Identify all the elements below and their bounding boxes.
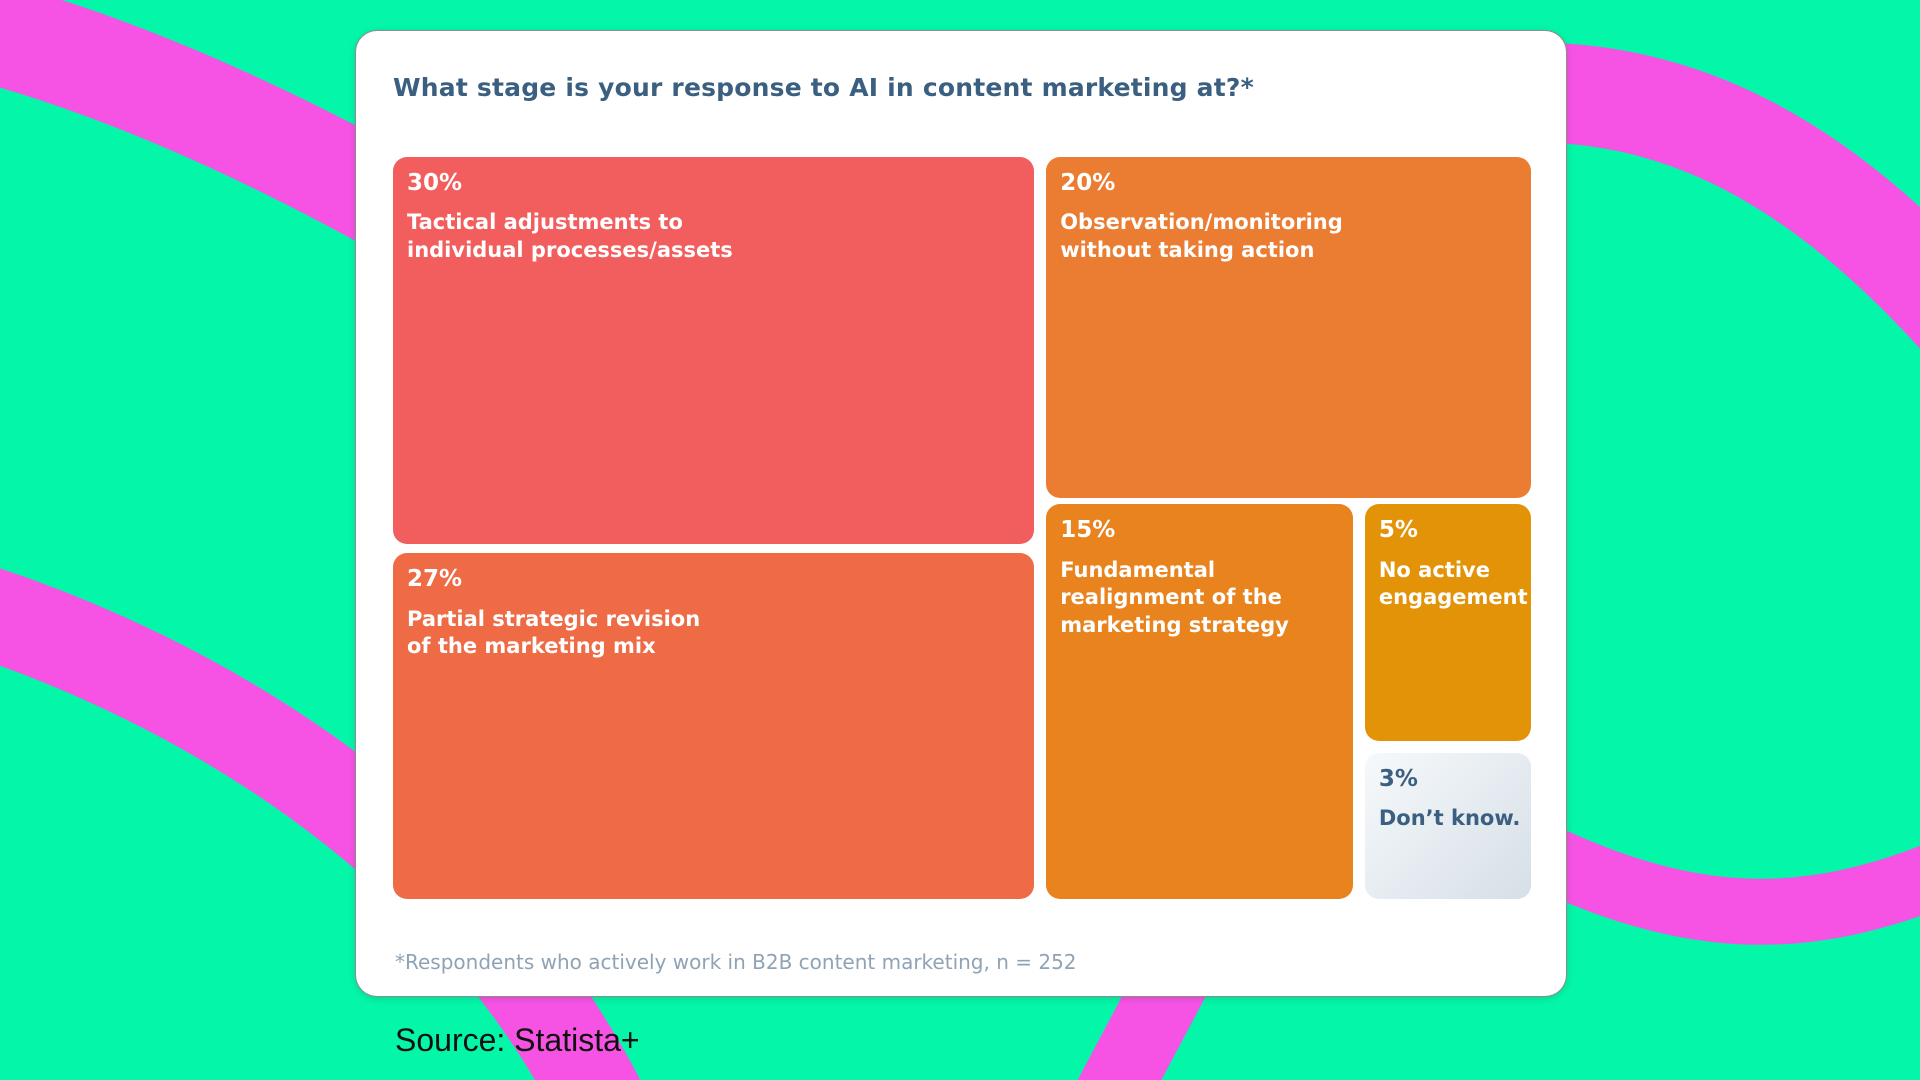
pink-ribbon-bottom-right <box>1505 815 1920 945</box>
node-label: Partial strategic revision of the marketi… <box>407 606 701 659</box>
node-value: 30% <box>407 170 463 196</box>
node-label: Observation/monitoring without taking act… <box>1060 210 1343 263</box>
node-label: Tactical adjustments to individual proces… <box>407 210 733 263</box>
treemap-node-3: 3% Don’t know. <box>1364 752 1531 899</box>
node-value: 3% <box>1378 765 1418 792</box>
treemap-node-15: 15% Fundamental realignment of the marketin… <box>1046 504 1354 899</box>
treemap-node-5: 5% No active engagement <box>1364 504 1531 741</box>
chart-card: What stage is your response to AI in con… <box>355 30 1567 997</box>
node-value: 20% <box>1060 170 1116 196</box>
treemap-node-20: 20% Observation/monitoring without taking … <box>1046 157 1531 499</box>
node-value: 5% <box>1378 517 1418 544</box>
node-label: Fundamental realignment of the marketing s… <box>1060 557 1289 637</box>
treemap: 30% Tactical adjustments to individual pro… <box>393 157 1531 899</box>
node-label: No active engagement <box>1378 557 1528 610</box>
chart-footnote: *Respondents who actively work in B2B co… <box>395 950 1077 974</box>
node-label: Don’t know. <box>1378 806 1521 831</box>
source-attribution: Source: Statista+ <box>395 1022 640 1058</box>
treemap-node-27: 27% Partial strategic revision of the mark… <box>393 553 1034 899</box>
node-value: 27% <box>407 566 463 593</box>
node-value: 15% <box>1060 517 1116 544</box>
treemap-node-30: 30% Tactical adjustments to individual pro… <box>393 157 1034 545</box>
chart-title: What stage is your response to AI in con… <box>393 73 1254 102</box>
